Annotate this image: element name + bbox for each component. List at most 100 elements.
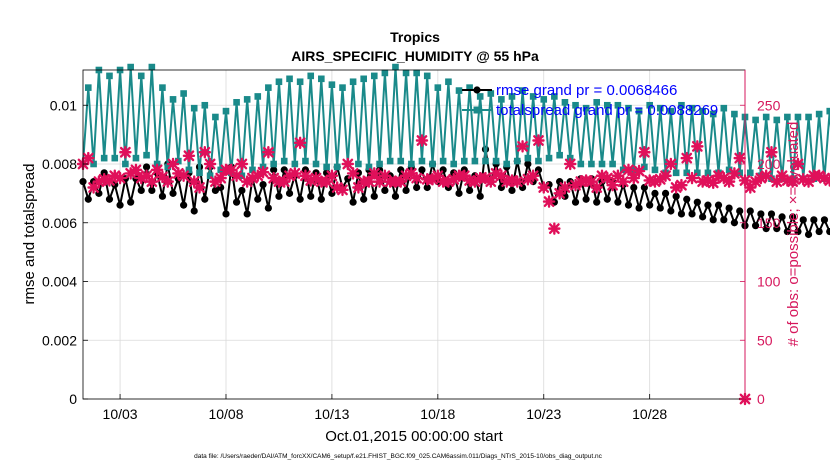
obs_evaluated-point [161,175,174,188]
obs_evaluated-point [214,171,227,185]
rmse-point [820,216,829,224]
obs_evaluated-point [701,174,715,187]
totalspread-point [445,78,452,86]
obs_evaluated-point [426,173,439,186]
totalspread-point [212,113,219,121]
obs_evaluated-point [744,181,757,194]
obs_evaluated-point [595,169,609,182]
obs_evaluated-point [341,157,355,171]
obs_evaluated-point [526,169,540,182]
totalspread-point [784,113,791,121]
totalspread-point [582,104,590,112]
obs_evaluated-point [622,163,635,177]
totalspread-point [175,157,182,165]
totalspread-point [704,169,712,177]
totalspread-point [190,104,198,112]
rmse-point [360,195,368,203]
totalspread-point [100,154,108,162]
rmse-point [810,216,818,224]
obs_evaluated-point [781,174,794,187]
totalspread-line [82,66,830,180]
obs_evaluated-point [156,170,169,184]
rmse-point [423,183,431,192]
obs_evaluated-point [495,169,508,182]
obs_evaluated-point [251,169,265,182]
totalspread-point [540,96,548,103]
totalspread-point [524,154,532,162]
totalspread-point [265,84,272,91]
obs_evaluated-point [336,183,349,197]
totalspread-point [164,163,172,171]
totalspread-point [577,160,585,168]
obs_evaluated-point [654,173,667,186]
totalspread-point [254,93,262,100]
totalspread-point [699,107,706,115]
rmse-point [524,160,532,168]
totalspread-point [90,160,97,168]
legend-totalspread-label: totalspread grand pr = 0.0088269 [496,102,718,119]
rmse-point [799,216,807,224]
totalspread-point [201,101,209,109]
totalspread-point [651,166,659,174]
totalspread-point [588,160,595,168]
totalspread-point [826,107,830,115]
totalspread-point [476,93,484,100]
obs_evaluated-point [124,167,137,180]
obs_evaluated-point [553,187,566,200]
totalspread-point [439,157,447,165]
totalspread-point [339,84,346,91]
obs_evaluated-point [267,171,280,185]
rmse-point [730,219,739,227]
rmse-point [646,201,654,209]
rmse-point [794,227,802,236]
totalspread-point [84,84,92,91]
totalspread-point [291,160,299,168]
totalspread-point [762,113,770,121]
totalspread-point [106,72,113,80]
rmse-point [677,210,686,218]
totalspread-point [688,104,696,112]
y-axis-right: 0 50 100 150 200 250 [740,70,781,407]
x-tick-label: 10/03 [103,406,138,422]
obs_evaluated-point [92,175,106,188]
rmse-point [635,204,643,212]
obs_evaluated-point [728,167,741,180]
totalspread-point [328,81,336,88]
rmse-point [672,192,680,200]
chart-title: Tropics [390,29,440,45]
series-obs_evaluated [76,134,830,235]
totalspread-point [270,160,277,168]
obs_evaluated-point [304,174,317,187]
totalspread-point [752,116,759,124]
totalspread-point [625,104,632,112]
obs_evaluated-point [330,181,344,194]
totalspread-point [355,160,362,168]
rmse-point [789,213,797,221]
obs_evaluated-point [240,175,254,188]
x-tick-label: 10/08 [208,406,243,422]
totalspread-point [545,154,553,162]
obs_evaluated-point [706,176,720,190]
y-axis-left-label: rmse and totalspread [21,164,38,305]
totalspread-point [434,84,442,91]
totalspread-point [148,63,156,71]
totalspread-point [667,107,675,115]
rmse-point [778,213,786,221]
totalspread-point [402,69,410,77]
totalspread-point [556,151,563,159]
totalspread-point [296,78,304,86]
obs_evaluated-point [262,146,275,159]
totalspread-point [535,157,542,165]
rmse-point [259,180,267,189]
rmse-point [201,195,209,203]
rmse-point [402,186,410,195]
obs_evaluated-point [585,175,598,188]
rmse-point [270,166,278,174]
obs_evaluated-point [119,146,132,159]
rmse-point [264,204,272,212]
totalspread-point [746,169,754,177]
totalspread-point [492,157,500,165]
totalspread-point [111,154,119,162]
legend-rmse-label: rmse grand pr = 0.0068466 [496,82,677,99]
